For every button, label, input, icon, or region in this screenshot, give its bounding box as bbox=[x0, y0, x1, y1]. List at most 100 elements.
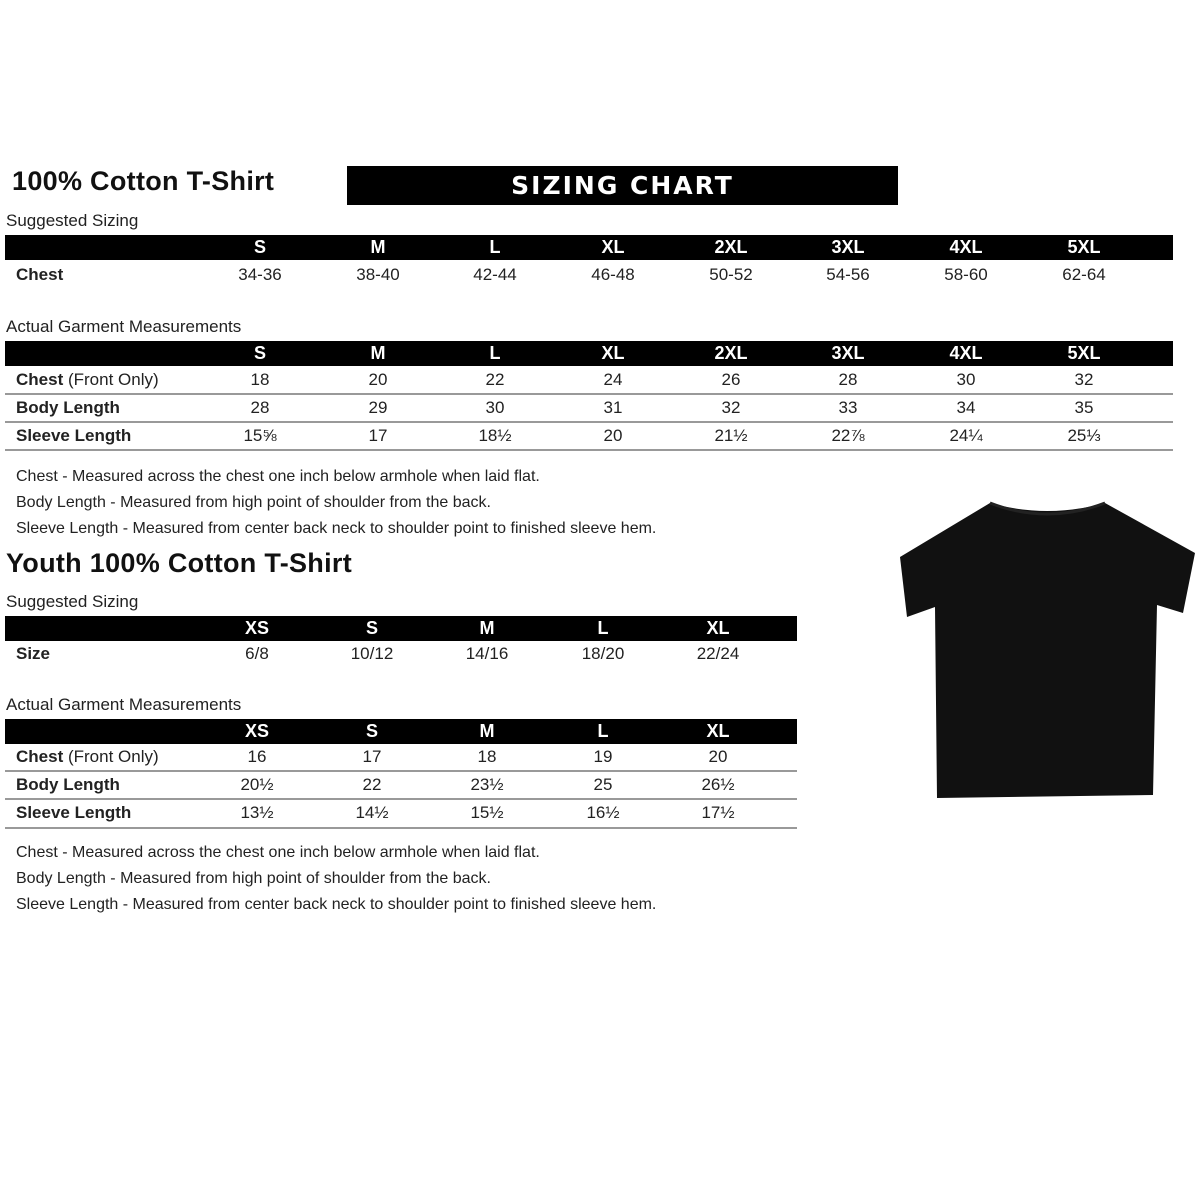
table-cell: 16½ bbox=[586, 803, 620, 822]
size-header-l: L bbox=[597, 721, 609, 741]
row-divider bbox=[5, 421, 1173, 423]
table-cell: 22⅞ bbox=[831, 426, 865, 445]
row-label: Chest (Front Only) bbox=[16, 370, 159, 390]
table-cell: 26½ bbox=[701, 775, 735, 794]
table-cell: 31 bbox=[603, 398, 623, 417]
table-cell: 26 bbox=[721, 370, 741, 389]
table-cell: 18½ bbox=[478, 426, 512, 445]
table-cell: 10/12 bbox=[350, 644, 394, 663]
measurement-note: Sleeve Length - Measured from center bac… bbox=[16, 520, 657, 537]
table-cell: 19 bbox=[593, 747, 613, 766]
adult-actual-label: Actual Garment Measurements bbox=[6, 317, 242, 336]
table-cell: 15½ bbox=[470, 803, 504, 822]
row-label-text: Body Length bbox=[16, 398, 120, 417]
table-cell: 25⅓ bbox=[1067, 426, 1101, 445]
row-label: Body Length bbox=[16, 398, 120, 418]
size-header-s: S bbox=[253, 343, 267, 363]
table-cell: 25 bbox=[593, 775, 613, 794]
size-header-m: M bbox=[479, 618, 495, 638]
table-cell: 28 bbox=[250, 398, 270, 417]
size-header-bar: S M L XL 2XL 3XL 4XL 5XL bbox=[5, 341, 1173, 366]
table-cell: 34 bbox=[956, 398, 976, 417]
sizing-chart-banner: SIZING CHART bbox=[347, 166, 898, 205]
table-cell: 54-56 bbox=[826, 265, 870, 284]
size-header-m: M bbox=[479, 721, 495, 741]
youth-title: Youth 100% Cotton T-Shirt bbox=[6, 548, 352, 578]
size-header-3xl: 3XL bbox=[831, 237, 865, 257]
size-header-2xl: 2XL bbox=[714, 237, 748, 257]
table-cell: 18 bbox=[477, 747, 497, 766]
size-header-xs: XS bbox=[244, 618, 270, 638]
measurement-note: Sleeve Length - Measured from center bac… bbox=[16, 896, 657, 913]
measurement-note: Body Length - Measured from high point o… bbox=[16, 870, 491, 887]
table-cell: 32 bbox=[721, 398, 741, 417]
size-header-4xl: 4XL bbox=[949, 237, 983, 257]
table-cell: 20 bbox=[708, 747, 728, 766]
table-cell: 23½ bbox=[470, 775, 504, 794]
table-cell: 17½ bbox=[701, 803, 735, 822]
table-cell: 35 bbox=[1074, 398, 1094, 417]
table-cell: 22 bbox=[362, 775, 382, 794]
size-header-xl: XL bbox=[601, 237, 625, 257]
table-cell: 32 bbox=[1074, 370, 1094, 389]
adult-title: 100% Cotton T-Shirt bbox=[12, 166, 275, 196]
table-cell: 22/24 bbox=[696, 644, 740, 663]
table-cell: 17 bbox=[362, 747, 382, 766]
table-cell: 14½ bbox=[355, 803, 389, 822]
size-header-bar: XS S M L XL bbox=[5, 616, 797, 641]
table-cell: 22 bbox=[485, 370, 505, 389]
table-cell: 15⅝ bbox=[243, 426, 277, 445]
size-header-xl: XL bbox=[706, 618, 730, 638]
table-cell: 21½ bbox=[714, 426, 748, 445]
size-header-bar: S M L XL 2XL 3XL 4XL 5XL bbox=[5, 235, 1173, 260]
row-label-text: Chest bbox=[16, 265, 64, 284]
table-cell: 62-64 bbox=[1062, 265, 1106, 284]
table-cell: 50-52 bbox=[709, 265, 753, 284]
size-header-bar: XS S M L XL bbox=[5, 719, 797, 744]
size-header-5xl: 5XL bbox=[1067, 237, 1101, 257]
table-cell: 33 bbox=[838, 398, 858, 417]
row-divider bbox=[5, 798, 797, 800]
table-cell: 30 bbox=[956, 370, 976, 389]
row-label-suffix: (Front Only) bbox=[63, 370, 159, 389]
measurement-note: Chest - Measured across the chest one in… bbox=[16, 468, 540, 485]
measurement-note: Chest - Measured across the chest one in… bbox=[16, 844, 540, 861]
row-label: Chest (Front Only) bbox=[16, 747, 159, 767]
row-label: Sleeve Length bbox=[16, 803, 131, 823]
row-label: Size bbox=[16, 644, 50, 664]
row-label-text: Sleeve Length bbox=[16, 426, 132, 445]
youth-suggested-label: Suggested Sizing bbox=[6, 592, 139, 611]
table-cell: 30 bbox=[485, 398, 505, 417]
measurement-note: Body Length - Measured from high point o… bbox=[16, 494, 491, 511]
row-label: Body Length bbox=[16, 775, 120, 795]
row-label-text: Chest bbox=[16, 370, 64, 389]
table-cell: 20 bbox=[603, 426, 623, 445]
row-label-text: Sleeve Length bbox=[16, 803, 132, 822]
table-cell: 46-48 bbox=[591, 265, 635, 284]
row-divider bbox=[5, 393, 1173, 395]
table-cell: 17 bbox=[368, 426, 388, 445]
size-header-3xl: 3XL bbox=[831, 343, 865, 363]
table-cell: 29 bbox=[368, 398, 388, 417]
table-cell: 20½ bbox=[240, 775, 274, 794]
row-divider bbox=[5, 449, 1173, 451]
size-header-xl: XL bbox=[601, 343, 625, 363]
row-label: Chest bbox=[16, 265, 63, 285]
table-cell: 58-60 bbox=[944, 265, 988, 284]
table-cell: 28 bbox=[838, 370, 858, 389]
table-cell: 6/8 bbox=[245, 644, 269, 663]
table-cell: 14/16 bbox=[465, 644, 509, 663]
size-header-4xl: 4XL bbox=[949, 343, 983, 363]
table-cell: 13½ bbox=[240, 803, 274, 822]
size-header-l: L bbox=[489, 343, 501, 363]
size-header-m: M bbox=[370, 343, 386, 363]
row-divider bbox=[5, 770, 797, 772]
size-header-s: S bbox=[365, 618, 379, 638]
size-header-s: S bbox=[253, 237, 267, 257]
table-cell: 16 bbox=[247, 747, 267, 766]
row-label-text: Chest bbox=[16, 747, 64, 766]
table-cell: 18 bbox=[250, 370, 270, 389]
table-cell: 18/20 bbox=[581, 644, 625, 663]
size-header-xs: XS bbox=[244, 721, 270, 741]
